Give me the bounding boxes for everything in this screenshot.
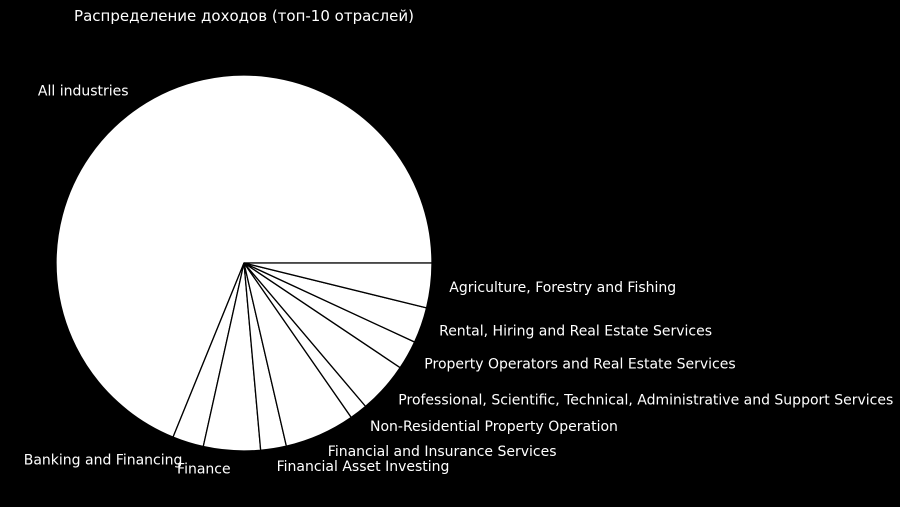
- chart-title: Распределение доходов (топ-10 отраслей): [74, 7, 414, 25]
- slice-label-financial-and-insurance-services: Financial and Insurance Services: [328, 444, 557, 460]
- slice-label-banking-and-financing: Banking and Financing: [24, 452, 183, 468]
- slice-label-non-residential-property-operation: Non-Residential Property Operation: [370, 419, 618, 435]
- slice-label-property-operators-and-real-estate-services: Property Operators and Real Estate Servi…: [424, 356, 735, 372]
- slice-label-all-industries: All industries: [38, 83, 129, 99]
- slice-label-finance: Finance: [177, 461, 231, 477]
- slice-label-professional-scientific-technical-administrative-and-support-services: Professional, Scientific, Technical, Adm…: [398, 393, 893, 409]
- pie-slice-all-industries: [55, 74, 433, 438]
- slice-label-financial-asset-investing: Financial Asset Investing: [277, 459, 450, 475]
- slice-label-rental-hiring-and-real-estate-services: Rental, Hiring and Real Estate Services: [439, 323, 712, 339]
- pie-slice-agriculture-forestry-and-fishing: [243, 262, 433, 309]
- pie-slices: [55, 74, 433, 452]
- slice-label-agriculture-forestry-and-fishing: Agriculture, Forestry and Fishing: [449, 280, 676, 296]
